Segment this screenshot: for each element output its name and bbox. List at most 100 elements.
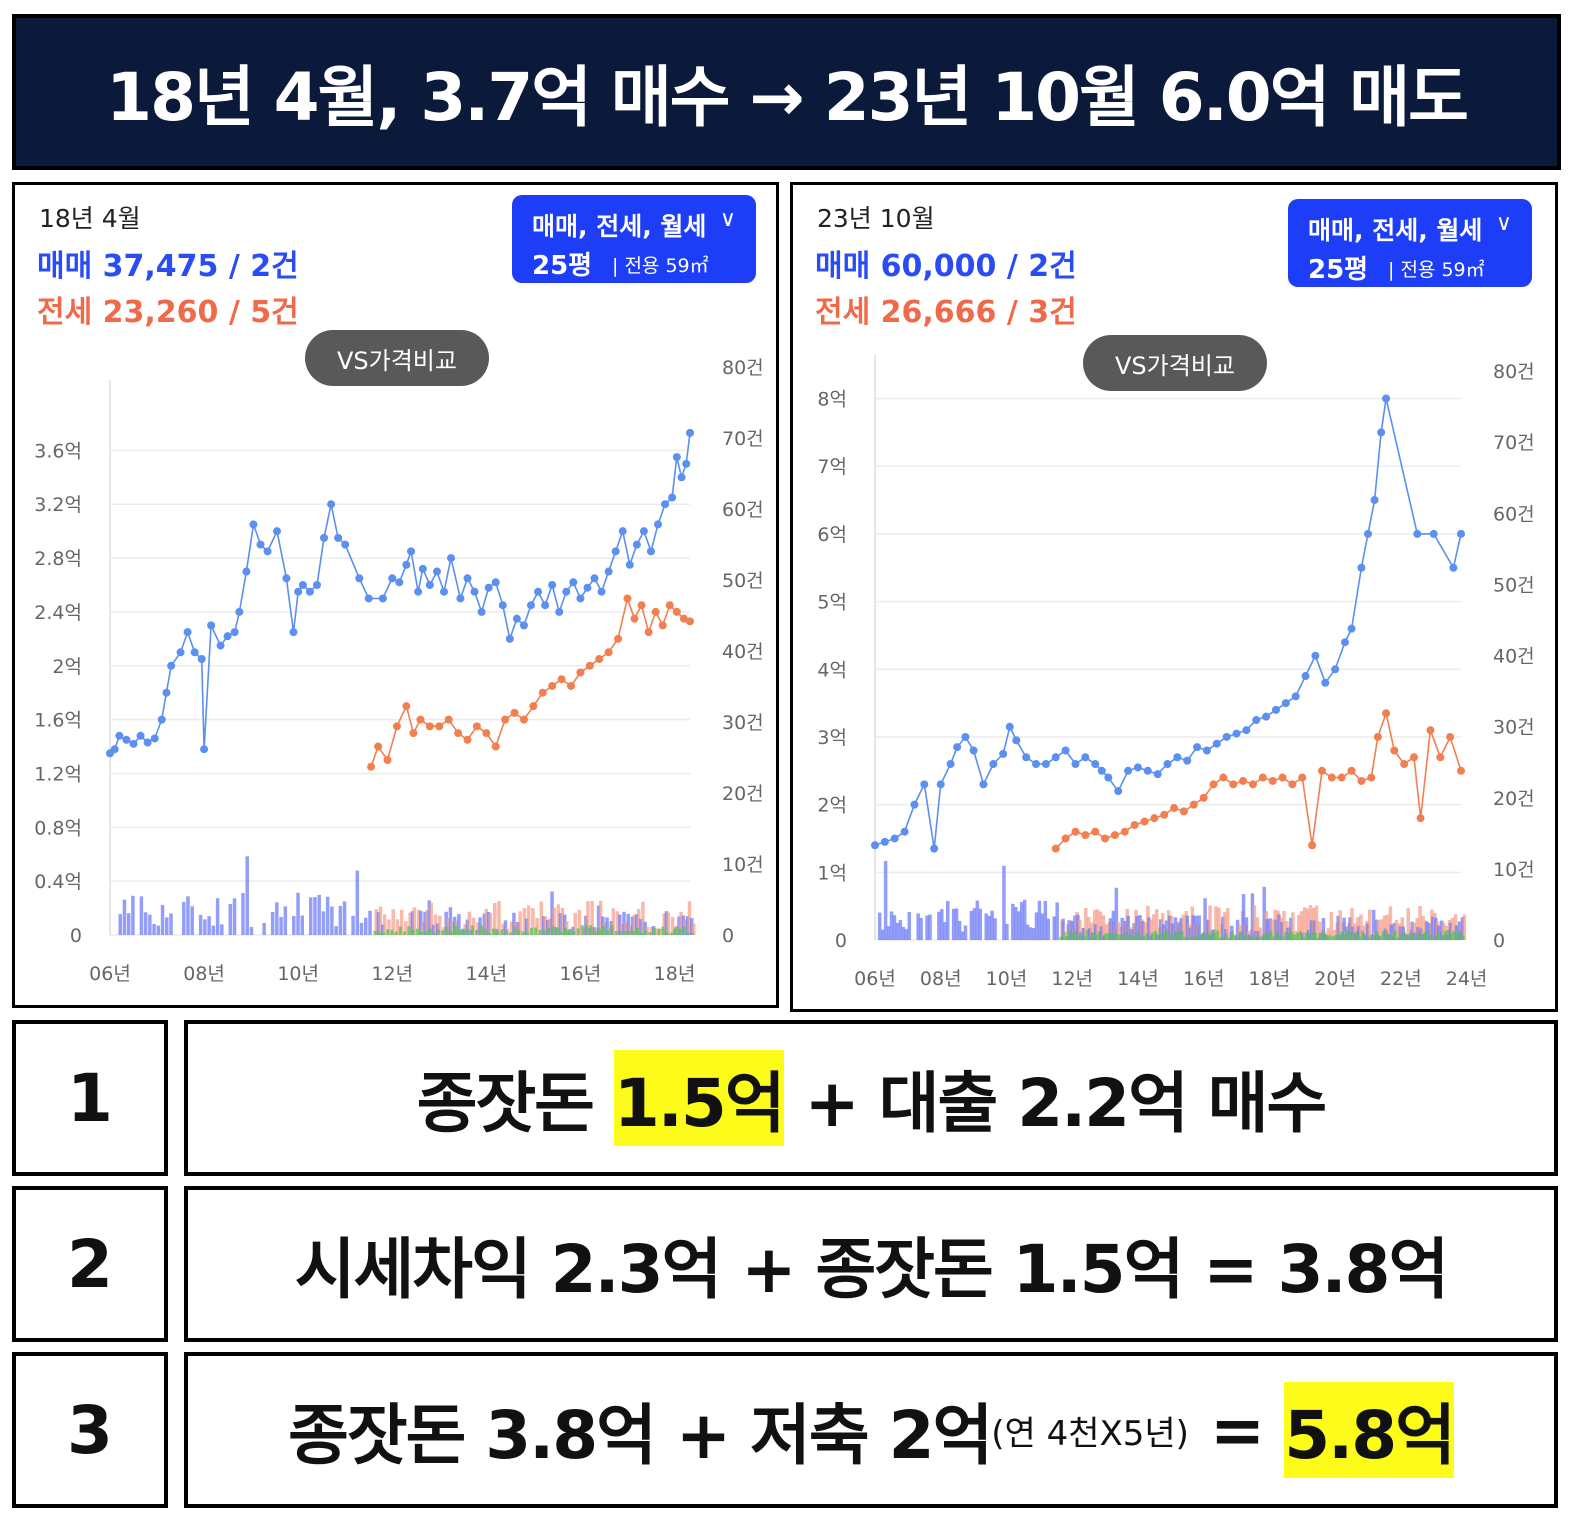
volume-bar — [1219, 937, 1223, 940]
volume-bar — [437, 915, 442, 935]
data-point — [1202, 746, 1211, 755]
volume-bar — [487, 932, 491, 935]
volume-bar — [1368, 909, 1372, 940]
volume-bar — [1091, 932, 1095, 940]
data-point — [1370, 496, 1379, 505]
chevron-down-icon: ∨ — [719, 207, 736, 232]
volume-bar — [526, 905, 531, 935]
volume-bar — [1299, 911, 1304, 940]
volume-bar — [679, 911, 683, 935]
volume-bar — [1262, 886, 1266, 940]
volume-bar — [1450, 917, 1455, 940]
data-point — [1436, 753, 1445, 762]
volume-bar — [1112, 933, 1116, 940]
data-point — [1288, 780, 1297, 789]
y-tick-label: 7억 — [817, 456, 847, 478]
volume-bar — [450, 921, 455, 935]
volume-bar — [1216, 930, 1220, 940]
volume-bar — [596, 905, 601, 935]
volume-bar — [458, 929, 462, 935]
volume-bar — [249, 926, 254, 935]
volume-bar — [1290, 931, 1294, 940]
step-number: 2 — [12, 1186, 168, 1342]
volume-bar — [1121, 934, 1125, 940]
volume-bar — [1073, 915, 1077, 940]
volume-bar — [555, 927, 559, 935]
volume-bar — [1346, 930, 1350, 940]
data-point — [969, 746, 978, 755]
volume-bar — [1180, 931, 1184, 940]
volume-bar — [424, 931, 428, 935]
vs-compare-button[interactable]: VS가격비교 — [1083, 335, 1267, 391]
volume-bar — [1167, 915, 1172, 940]
data-point — [294, 587, 303, 596]
volume-bar — [1309, 920, 1314, 940]
data-point — [425, 722, 434, 731]
volume-bar — [1100, 936, 1104, 940]
volume-bar — [1142, 936, 1146, 940]
volume-bar — [1087, 928, 1092, 940]
deal-type-filter-button[interactable]: 매매, 전세, 월세 ∨ 25평 | 전용 59㎡ — [512, 195, 756, 283]
volume-bar — [1225, 934, 1229, 940]
volume-bar — [504, 930, 508, 935]
volume-bar — [1387, 934, 1391, 940]
volume-bar — [1270, 919, 1274, 940]
y2-tick-label: 40건 — [722, 641, 764, 663]
volume-bar — [614, 931, 618, 935]
data-point — [1110, 831, 1119, 840]
x-tick-label: 20년 — [1314, 968, 1356, 990]
vs-compare-button[interactable]: VS가격비교 — [305, 330, 489, 386]
volume-bar — [1014, 907, 1018, 940]
data-point — [1268, 776, 1277, 785]
data-point — [482, 729, 491, 738]
data-point — [463, 735, 472, 744]
volume-bar — [1340, 931, 1344, 940]
volume-bar — [232, 898, 237, 935]
volume-bar — [669, 932, 673, 935]
data-point — [491, 578, 500, 587]
volume-bar — [1077, 936, 1081, 940]
volume-bar — [1274, 919, 1278, 940]
volume-bar — [444, 911, 448, 935]
data-point — [1446, 732, 1455, 741]
volume-bar — [1321, 918, 1326, 940]
volume-bar — [1245, 937, 1249, 940]
volume-bar — [1111, 910, 1116, 940]
volume-bar — [190, 906, 194, 935]
volume-bar — [317, 894, 321, 935]
volume-bar — [1043, 900, 1048, 940]
volume-bar — [262, 922, 266, 935]
volume-bar — [1251, 937, 1255, 940]
data-point — [1143, 766, 1152, 775]
data-point — [1248, 780, 1257, 789]
vs-compare-label: VS가격비교 — [1115, 351, 1235, 380]
volume-bar — [1272, 936, 1276, 940]
y2-tick-label: 60건 — [1493, 503, 1535, 525]
data-point — [1219, 773, 1228, 782]
volume-bar — [937, 911, 941, 940]
deal-type-filter-button[interactable]: 매매, 전세, 월세 ∨ 25평 | 전용 59㎡ — [1288, 199, 1532, 287]
volume-bar — [1025, 924, 1030, 940]
data-point — [1400, 760, 1409, 769]
data-point — [661, 500, 670, 509]
volume-bar — [1016, 911, 1021, 940]
volume-bar — [1097, 931, 1101, 940]
volume-bar — [165, 917, 169, 935]
data-point — [961, 732, 970, 741]
data-point — [672, 453, 681, 462]
volume-bar — [1426, 930, 1430, 940]
data-point — [190, 648, 199, 657]
volume-bar — [1440, 935, 1444, 940]
volume-bar — [374, 909, 378, 935]
y2-tick-label: 80건 — [722, 357, 764, 379]
data-point — [115, 731, 124, 740]
sale-price-summary: 매매 37,475 / 2건 — [37, 249, 299, 284]
volume-bar — [593, 931, 597, 935]
volume-bar — [1241, 894, 1246, 940]
volume-bar — [1406, 908, 1410, 940]
data-point — [555, 607, 564, 616]
volume-bar — [1173, 917, 1178, 940]
data-point — [341, 540, 350, 549]
x-tick-label: 16년 — [1183, 968, 1225, 990]
volume-bar — [1189, 936, 1193, 940]
